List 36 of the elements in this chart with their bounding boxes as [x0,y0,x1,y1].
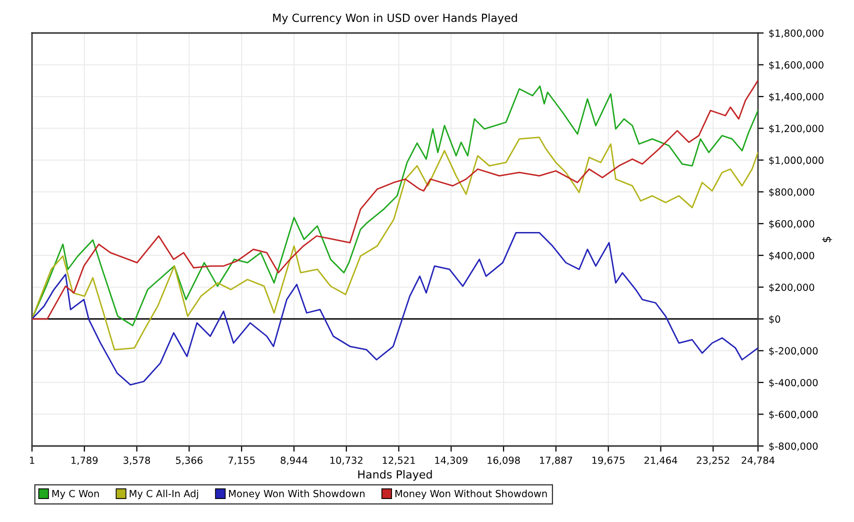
x-tick-label: 23,252 [696,456,730,465]
y-tick-label: $600,000 [769,220,814,229]
x-tick-label: 19,675 [592,456,624,465]
y-tick-label: $800,000 [769,188,814,197]
x-tick-label: 1,789 [72,456,98,465]
x-tick-label: 12,521 [382,456,415,465]
y-tick-label: $1,600,000 [769,61,824,70]
y-tick-label: $-600,000 [769,410,818,420]
y-tick-label: $-400,000 [769,378,818,388]
legend-label: Money Won With Showdown [229,490,364,500]
y-tick-label: $1,800,000 [769,29,824,38]
x-tick-label: 17,887 [540,456,572,465]
chart-title: My Currency Won in USD over Hands Played [273,13,517,24]
y-tick-label: $0 [769,315,780,324]
x-tick-label: 8,944 [280,456,308,465]
y-tick-label: $1,000,000 [769,156,824,166]
x-axis-title: Hands Played [358,470,432,481]
y-tick-label: $-800,000 [769,442,818,452]
y-tick-label: $1,200,000 [769,124,824,134]
x-tick-label: 14,309 [435,456,468,465]
y-tick-label: $-200,000 [769,347,818,356]
y-tick-label: $200,000 [769,283,814,292]
x-tick-label: 10,732 [330,456,362,465]
y-axis-title: $ [822,236,832,242]
x-tick-label: 24,784 [742,456,774,465]
x-tick-label: 5,366 [176,456,202,465]
x-tick-label: 21,464 [644,456,678,465]
y-tick-label: $400,000 [769,252,814,261]
x-tick-label: 1 [30,456,34,464]
x-tick-label: 7,155 [228,456,255,465]
x-tick-label: 3,578 [124,456,150,465]
x-tick-label: 16,098 [488,456,520,465]
y-tick-label: $1,400,000 [769,92,824,102]
legend-label: My C Won [52,490,99,500]
legend-label: Money Won Without Showdown [395,490,547,500]
legend-label: My C All-In Adj [130,490,198,500]
